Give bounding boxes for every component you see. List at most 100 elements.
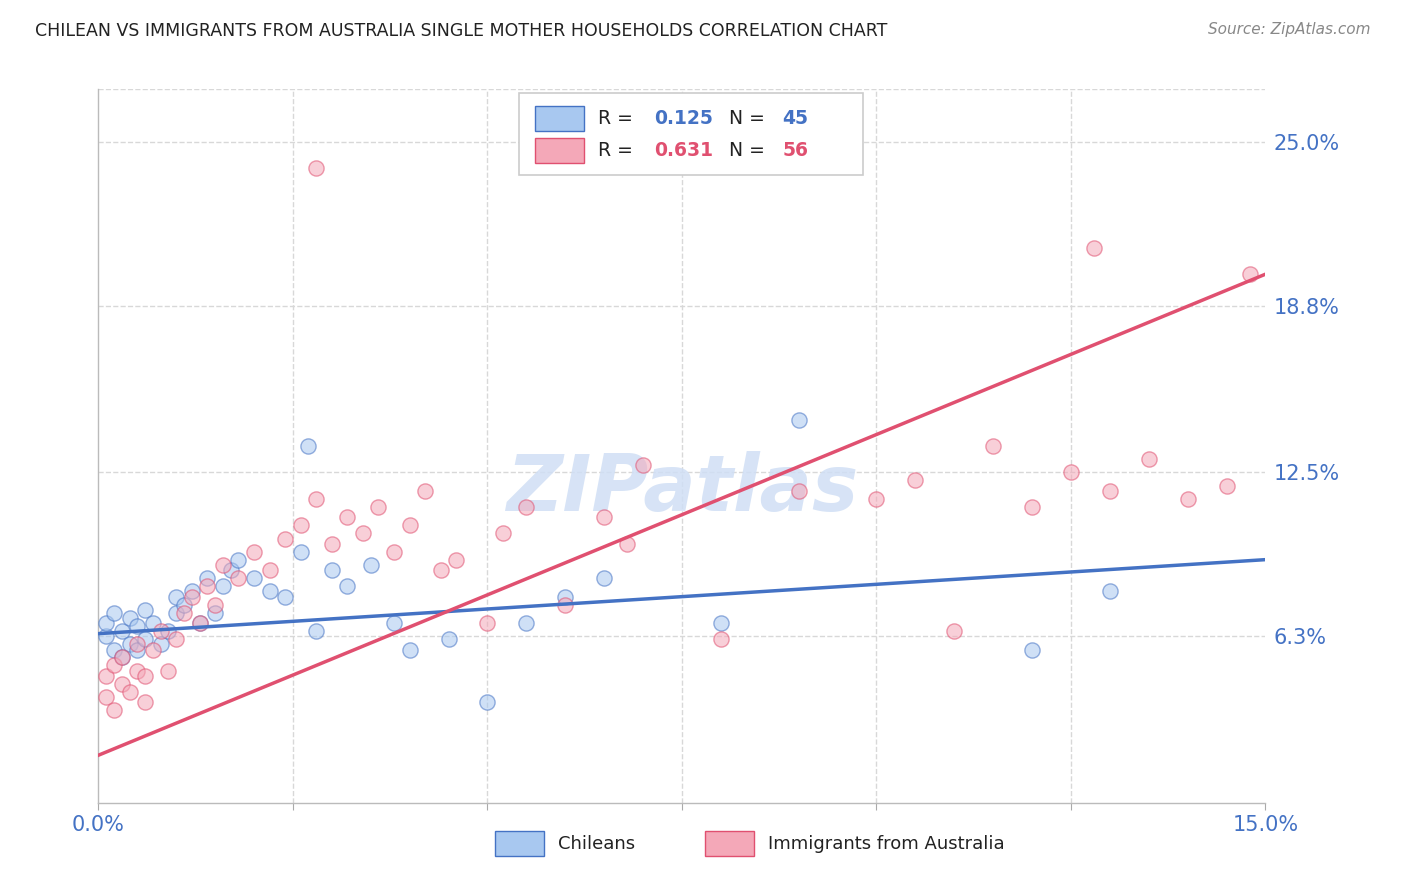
Point: [243, 545, 266, 559]
Point: [259, 584, 281, 599]
Point: [212, 579, 235, 593]
Point: [1021, 500, 1043, 514]
Point: [1177, 491, 1199, 506]
Point: [134, 632, 156, 646]
Point: [477, 695, 499, 709]
FancyBboxPatch shape: [534, 138, 583, 163]
Point: [149, 637, 172, 651]
FancyBboxPatch shape: [534, 105, 583, 130]
Point: [290, 518, 312, 533]
Point: [188, 616, 211, 631]
Text: R =: R =: [598, 109, 638, 128]
Point: [165, 632, 187, 646]
Point: [195, 579, 218, 593]
Text: Immigrants from Australia: Immigrants from Australia: [768, 835, 1005, 853]
Point: [118, 637, 141, 651]
Point: [981, 439, 1004, 453]
Point: [157, 664, 180, 678]
Point: [492, 526, 515, 541]
Point: [274, 532, 297, 546]
Point: [398, 642, 420, 657]
Point: [360, 558, 382, 572]
Point: [149, 624, 172, 638]
Point: [118, 685, 141, 699]
Point: [259, 563, 281, 577]
Point: [188, 616, 211, 631]
Text: 0.125: 0.125: [654, 109, 713, 128]
Point: [367, 500, 389, 514]
Text: 56: 56: [782, 142, 808, 161]
Point: [1098, 483, 1121, 498]
Point: [103, 703, 125, 717]
Point: [118, 611, 141, 625]
Point: [352, 526, 374, 541]
Point: [180, 590, 202, 604]
Point: [1239, 267, 1261, 281]
Point: [631, 458, 654, 472]
Point: [204, 606, 226, 620]
Point: [710, 616, 733, 631]
Point: [111, 650, 134, 665]
FancyBboxPatch shape: [495, 831, 544, 856]
Point: [1083, 241, 1105, 255]
Point: [382, 616, 405, 631]
Point: [477, 616, 499, 631]
Point: [305, 491, 328, 506]
Point: [228, 571, 250, 585]
Point: [96, 629, 118, 643]
Point: [593, 571, 616, 585]
Point: [446, 552, 468, 566]
Point: [127, 664, 149, 678]
Point: [336, 510, 359, 524]
Point: [413, 483, 436, 498]
Point: [336, 579, 359, 593]
Point: [321, 537, 343, 551]
Point: [616, 537, 638, 551]
Point: [1137, 452, 1160, 467]
Point: [1021, 642, 1043, 657]
Point: [165, 606, 187, 620]
Text: 45: 45: [782, 109, 808, 128]
Point: [103, 606, 125, 620]
Point: [165, 590, 187, 604]
Point: [515, 500, 537, 514]
Point: [142, 642, 165, 657]
Text: 0.631: 0.631: [654, 142, 713, 161]
Point: [219, 563, 242, 577]
Point: [157, 624, 180, 638]
Point: [290, 545, 312, 559]
Point: [515, 616, 537, 631]
Point: [787, 412, 810, 426]
Point: [96, 616, 118, 631]
Point: [1098, 584, 1121, 599]
Point: [305, 624, 328, 638]
Text: N =: N =: [728, 109, 770, 128]
Point: [142, 616, 165, 631]
FancyBboxPatch shape: [706, 831, 754, 856]
Text: R =: R =: [598, 142, 638, 161]
Point: [134, 669, 156, 683]
Point: [554, 598, 576, 612]
Point: [212, 558, 235, 572]
Text: Source: ZipAtlas.com: Source: ZipAtlas.com: [1208, 22, 1371, 37]
Point: [398, 518, 420, 533]
Point: [904, 474, 927, 488]
Point: [180, 584, 202, 599]
Point: [865, 491, 887, 506]
Point: [204, 598, 226, 612]
Point: [96, 690, 118, 704]
Point: [787, 483, 810, 498]
Point: [228, 552, 250, 566]
Point: [297, 439, 319, 453]
Point: [243, 571, 266, 585]
Point: [134, 695, 156, 709]
Point: [111, 624, 134, 638]
FancyBboxPatch shape: [519, 93, 863, 175]
Point: [710, 632, 733, 646]
Text: Chileans: Chileans: [558, 835, 636, 853]
Point: [127, 618, 149, 632]
Point: [274, 590, 297, 604]
Point: [96, 669, 118, 683]
Point: [111, 677, 134, 691]
Point: [195, 571, 218, 585]
